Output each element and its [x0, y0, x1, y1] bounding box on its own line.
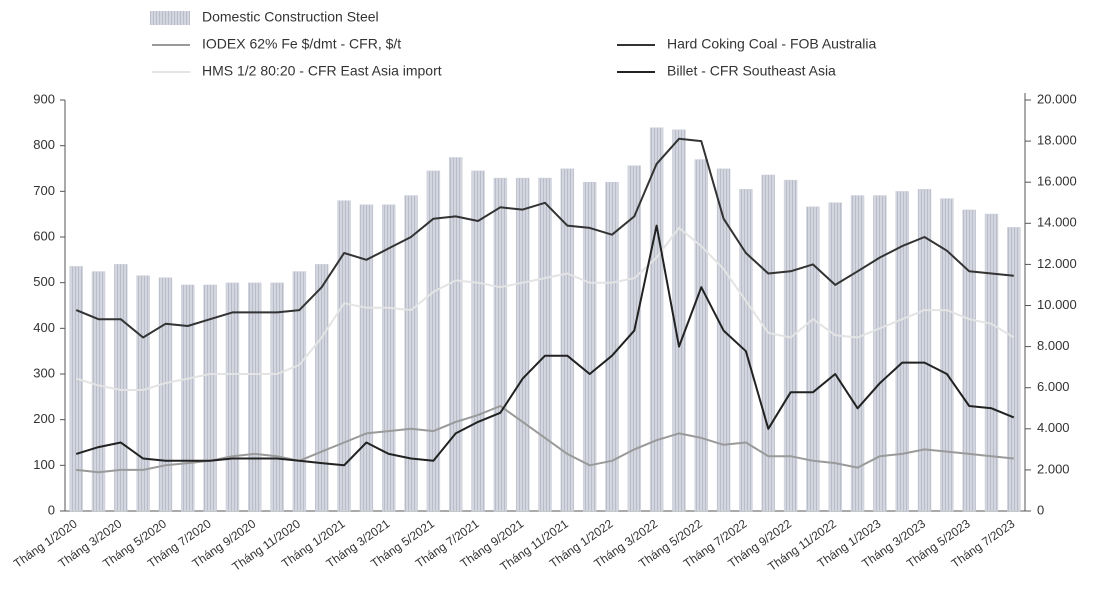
- y-tick-label: 0: [48, 502, 55, 517]
- y2-tick-label: 8.000: [1037, 338, 1070, 353]
- y2-tick-label: 20.000: [1037, 91, 1077, 106]
- bar: [404, 195, 418, 512]
- line: [75, 224, 1015, 467]
- y-tick-label: 600: [33, 228, 55, 243]
- y-tick-label: 500: [33, 274, 55, 289]
- bar: [248, 282, 262, 512]
- legend-label: HMS 1/2 80:20 - CFR East Asia import: [202, 63, 442, 79]
- bar: [203, 284, 217, 512]
- y-tick-label: 800: [33, 137, 55, 152]
- bar: [694, 159, 709, 512]
- y-tick-label: 400: [33, 320, 55, 335]
- line: [76, 405, 1014, 474]
- y2-tick-label: 0: [1037, 502, 1044, 517]
- y-tick-label: 100: [33, 457, 55, 472]
- y2-tick-label: 12.000: [1037, 256, 1077, 271]
- bar: [381, 204, 396, 512]
- bar: [672, 129, 686, 512]
- legend: Domestic Construction Steel IODEX 62% Fe …: [150, 9, 877, 79]
- bar: [917, 189, 932, 512]
- legend-swatch: [150, 11, 190, 25]
- bar: [873, 195, 887, 512]
- bar: [315, 264, 329, 512]
- bar: [448, 157, 463, 512]
- bar: [1007, 227, 1021, 512]
- bar: [649, 127, 664, 512]
- bar: [69, 266, 83, 512]
- bar: [359, 204, 374, 512]
- bar: [828, 202, 842, 512]
- legend-label: Billet - CFR Southeast Asia: [667, 63, 836, 79]
- bar: [984, 213, 999, 512]
- bar: [225, 282, 240, 512]
- y-tick-label: 200: [33, 411, 55, 426]
- bar: [292, 271, 307, 512]
- y2-tick-label: 18.000: [1037, 133, 1077, 148]
- bar: [538, 177, 552, 512]
- bar: [783, 179, 798, 512]
- bar: [114, 264, 128, 512]
- y-tick-label: 300: [33, 365, 55, 380]
- y2-tick-label: 14.000: [1037, 215, 1077, 230]
- bar: [962, 209, 976, 512]
- y2-tick-label: 2.000: [1037, 461, 1070, 476]
- bar: [940, 198, 954, 512]
- y2-tick-label: 10.000: [1037, 297, 1077, 312]
- bar: [158, 277, 173, 512]
- bar: [91, 271, 106, 512]
- y-tick-label: 700: [33, 183, 55, 198]
- bar: [270, 282, 284, 512]
- bar: [582, 181, 597, 512]
- bar: [471, 170, 485, 512]
- y2-tick-label: 6.000: [1037, 379, 1070, 394]
- bar: [761, 174, 775, 512]
- bar: [806, 206, 820, 512]
- bar: [605, 181, 619, 512]
- bar: [515, 177, 530, 512]
- y2-tick-label: 16.000: [1037, 174, 1077, 189]
- legend-label: Hard Coking Coal - FOB Australia: [667, 36, 877, 52]
- bar: [850, 195, 865, 512]
- legend-label: Domestic Construction Steel: [202, 9, 379, 25]
- bar: [337, 200, 351, 512]
- legend-label: IODEX 62% Fe $/dmt - CFR, $/t: [202, 36, 401, 52]
- line: [75, 226, 1015, 391]
- bar: [716, 168, 731, 512]
- y-tick-label: 900: [33, 91, 55, 106]
- line: [75, 137, 1014, 339]
- bar: [426, 170, 441, 512]
- bar: [895, 191, 909, 512]
- y2-tick-label: 4.000: [1037, 420, 1070, 435]
- bar: [493, 177, 508, 512]
- bar: [181, 284, 195, 512]
- bar: [136, 275, 150, 512]
- bar: [560, 168, 575, 512]
